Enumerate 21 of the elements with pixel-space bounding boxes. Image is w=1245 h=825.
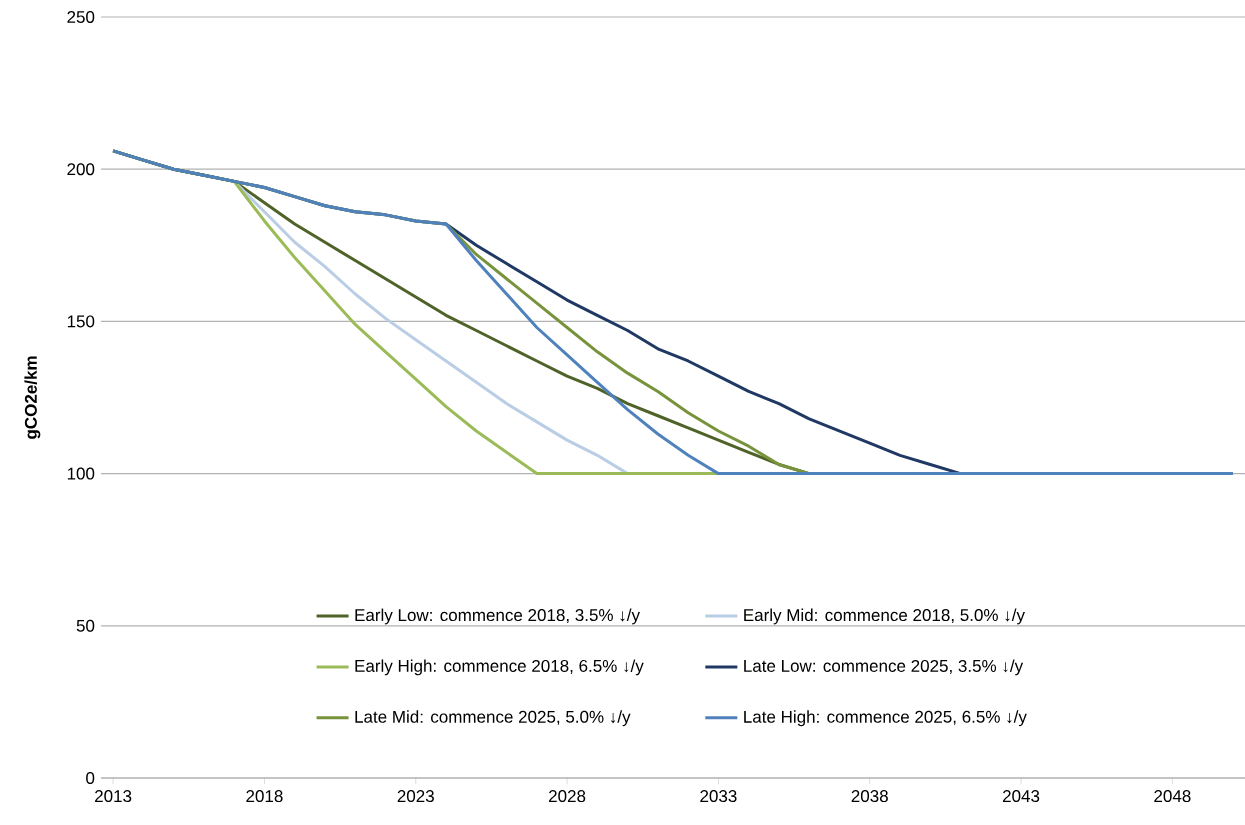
x-tick-label: 2018 xyxy=(246,790,283,803)
y-tick-label: 200 xyxy=(67,163,95,176)
y-axis-title: gCO2e/km xyxy=(24,356,41,439)
legend-label: Late High: commence 2025, 6.5% ↓/y xyxy=(744,710,1027,727)
legend-label: Early Low: commence 2018, 3.5% ↓/y xyxy=(355,608,640,625)
legend-label: Early High: commence 2018, 6.5% ↓/y xyxy=(355,659,644,676)
x-tick-label: 2013 xyxy=(95,790,132,803)
x-tick-label: 2043 xyxy=(1002,790,1040,803)
y-tick-label: 100 xyxy=(67,467,95,480)
legend-label: Late Mid: commence 2025, 5.0% ↓/y xyxy=(355,710,631,727)
y-tick-label: 50 xyxy=(76,619,95,632)
y-tick-label: 0 xyxy=(86,772,95,785)
legend-label: Late Low: commence 2025, 3.5% ↓/y xyxy=(744,659,1024,676)
y-tick-label: 150 xyxy=(67,315,95,328)
x-tick-label: 2048 xyxy=(1154,790,1191,803)
legend-label: Early Mid: commence 2018, 5.0% ↓/y xyxy=(744,608,1025,625)
x-tick-label: 2033 xyxy=(700,790,737,803)
x-tick-label: 2023 xyxy=(397,790,434,803)
y-tick-label: 250 xyxy=(67,10,95,24)
x-tick-label: 2038 xyxy=(851,790,888,803)
x-tick-label: 2028 xyxy=(549,790,586,803)
